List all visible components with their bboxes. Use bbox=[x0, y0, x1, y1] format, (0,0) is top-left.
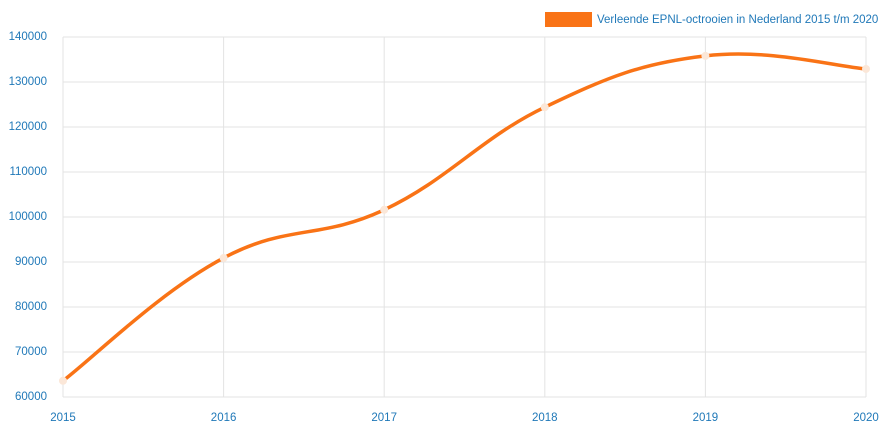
x-tick-label: 2016 bbox=[211, 412, 237, 424]
legend-label: Verleende EPNL-octrooien in Nederland 20… bbox=[597, 14, 878, 26]
legend-swatch bbox=[545, 12, 592, 27]
y-tick-label: 130000 bbox=[9, 76, 47, 88]
y-tick-label: 80000 bbox=[15, 301, 47, 313]
x-tick-label: 2015 bbox=[50, 412, 76, 424]
x-tick-label: 2019 bbox=[693, 412, 719, 424]
x-tick-label: 2017 bbox=[371, 412, 397, 424]
x-tick-label: 2018 bbox=[532, 412, 558, 424]
point bbox=[701, 51, 710, 60]
line bbox=[61, 52, 867, 383]
point bbox=[862, 64, 870, 73]
point bbox=[380, 205, 389, 214]
point bbox=[59, 376, 67, 385]
y-tick-label: 140000 bbox=[9, 31, 47, 43]
y-tick-label: 100000 bbox=[9, 211, 47, 223]
y-tick-label: 120000 bbox=[9, 121, 47, 133]
y-tick-label: 60000 bbox=[15, 391, 47, 403]
y-tick-label: 90000 bbox=[15, 256, 47, 268]
y-tick-label: 110000 bbox=[9, 166, 47, 178]
y-tick-label: 70000 bbox=[15, 346, 47, 358]
point bbox=[540, 103, 549, 112]
x-tick-label: 2020 bbox=[853, 412, 879, 424]
point bbox=[219, 253, 228, 262]
